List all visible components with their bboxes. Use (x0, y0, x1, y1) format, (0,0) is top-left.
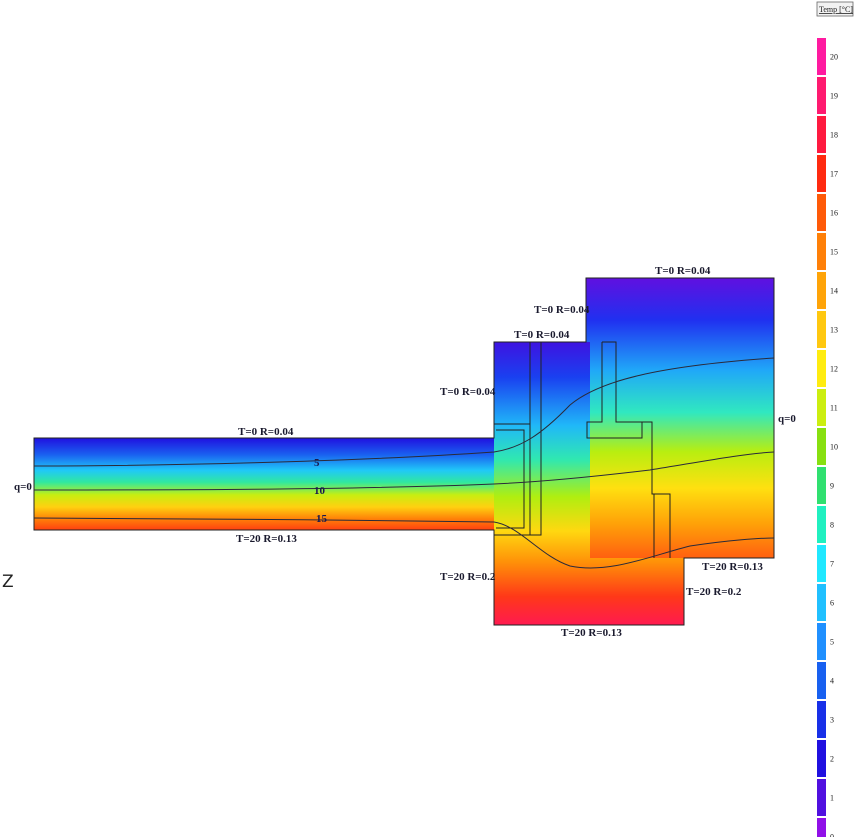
legend-tick-13: 13 (830, 326, 838, 335)
temperature-legend: Temp [°C] 201918171615141312111098765432… (816, 1, 854, 837)
legend-tick-16: 16 (830, 209, 838, 218)
isotherm-label-10: 10 (314, 485, 326, 497)
legend-tick-6: 6 (830, 599, 834, 608)
legend-swatch-10 (817, 428, 826, 465)
bc-bottom-mid: T=20 R=0.13 (561, 627, 622, 639)
bc-right-adiabatic: q=0 (778, 413, 796, 425)
legend-tick-8: 8 (830, 521, 834, 530)
legend-swatch-19 (817, 77, 826, 114)
legend-tick-7: 7 (830, 560, 834, 569)
inner-components (494, 341, 671, 558)
legend-tick-17: 17 (830, 170, 838, 179)
legend-title-box (816, 1, 854, 17)
legend-swatch-17 (817, 155, 826, 192)
legend-swatch-20 (817, 38, 826, 75)
isotherms (33, 357, 775, 569)
legend-swatch-9 (817, 467, 826, 504)
isotherm-15 (33, 517, 775, 569)
isotherm-5 (33, 357, 775, 467)
legend-tick-9: 9 (830, 482, 834, 491)
legend-tick-0: 0 (830, 833, 834, 837)
legend-tick-4: 4 (830, 677, 834, 686)
legend-swatch-7 (817, 545, 826, 582)
legend-tick-15: 15 (830, 248, 838, 257)
bc-side-mid: T=0 R=0.04 (440, 386, 496, 398)
legend-swatch-11 (817, 389, 826, 426)
bc-bottom-side-left: T=20 R=0.2 (440, 571, 496, 583)
legend-swatch-5 (817, 623, 826, 660)
isotherm-label-15: 15 (316, 513, 328, 525)
legend-swatch-15 (817, 233, 826, 270)
legend-swatch-13 (817, 311, 826, 348)
legend-tick-10: 10 (830, 443, 838, 452)
legend-tick-18: 18 (830, 131, 838, 140)
bc-top-right: T=0 R=0.04 (655, 265, 711, 277)
legend-tick-11: 11 (830, 404, 838, 413)
bc-bottom-right-a: T=20 R=0.13 (702, 561, 763, 573)
legend-swatch-0 (817, 818, 826, 837)
legend-tick-3: 3 (830, 716, 834, 725)
legend-swatch-3 (817, 701, 826, 738)
legend-tick-20: 20 (830, 53, 838, 62)
geometry-outline (33, 277, 775, 626)
legend-swatch-4 (817, 662, 826, 699)
legend-swatch-14 (817, 272, 826, 309)
left-slab (34, 438, 496, 530)
legend-tick-1: 1 (830, 794, 834, 803)
legend-tick-12: 12 (830, 365, 838, 374)
legend-swatch-6 (817, 584, 826, 621)
bc-top-left: T=0 R=0.04 (238, 426, 294, 438)
right-block (586, 278, 774, 558)
bc-left-adiabatic: q=0 (14, 481, 32, 493)
legend-title: Temp [°C] (819, 5, 853, 14)
legend-swatch-16 (817, 194, 826, 231)
bc-bottom-left: T=20 R=0.13 (236, 533, 297, 545)
legend-tick-2: 2 (830, 755, 834, 764)
legend-tick-19: 19 (830, 92, 838, 101)
bc-top-mid2: T=0 R=0.04 (514, 329, 570, 341)
legend-swatch-1 (817, 779, 826, 816)
isotherm-10 (33, 451, 775, 491)
legend-swatch-8 (817, 506, 826, 543)
bc-top-mid1: T=0 R=0.04 (534, 304, 590, 316)
isotherm-label-5: 5 (314, 457, 320, 469)
bc-bottom-right-b: T=20 R=0.2 (686, 586, 742, 598)
legend-tick-14: 14 (830, 287, 838, 296)
legend-swatch-18 (817, 116, 826, 153)
legend-swatch-12 (817, 350, 826, 387)
legend-swatch-2 (817, 740, 826, 777)
legend-tick-5: 5 (830, 638, 834, 647)
z-axis-label: Z (2, 572, 14, 592)
